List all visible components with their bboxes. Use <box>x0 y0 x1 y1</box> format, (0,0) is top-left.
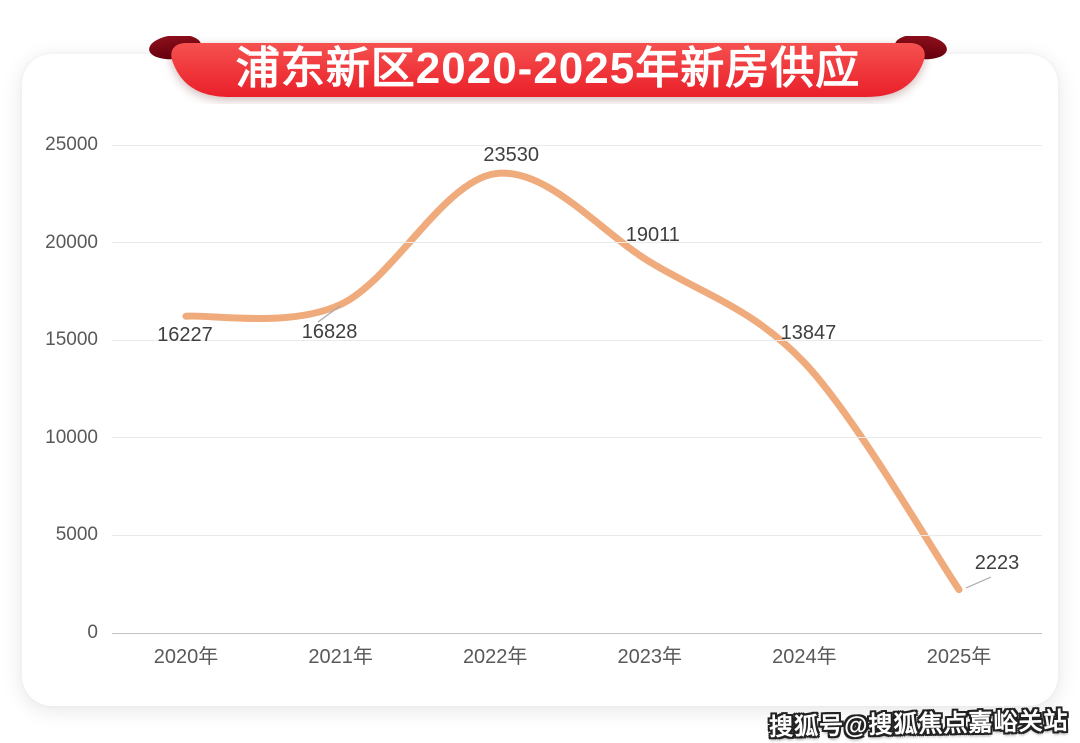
data-point-label: 16828 <box>301 320 358 343</box>
chart-title: 浦东新区2020-2025年新房供应 <box>235 44 861 93</box>
x-axis-label: 2025年 <box>926 646 992 668</box>
x-axis-label: 2024年 <box>772 646 837 668</box>
watermark-text: 搜狐号@搜狐焦点嘉峪关站 <box>768 707 1069 742</box>
data-point-label: 19011 <box>625 223 680 246</box>
y-tick-label: 10000 <box>45 426 98 448</box>
data-label-leader-line <box>965 576 992 589</box>
gridline <box>112 144 1042 146</box>
y-tick-label: 20000 <box>45 231 98 253</box>
gridline <box>112 339 1042 341</box>
gridline <box>112 437 1042 439</box>
y-tick-label: 5000 <box>55 524 98 546</box>
data-point-label: 13847 <box>780 321 837 344</box>
gridline <box>112 534 1042 536</box>
x-axis-baseline <box>112 632 1042 634</box>
y-tick-label: 0 <box>87 622 98 643</box>
data-point-label: 16227 <box>157 324 213 347</box>
y-tick-label: 15000 <box>45 329 98 351</box>
gridline <box>112 242 1042 244</box>
x-axis-label: 2023年 <box>617 646 683 668</box>
data-label-leader-line <box>317 305 341 323</box>
ribbon-band <box>171 43 925 97</box>
chart-card <box>22 54 1058 706</box>
ribbon-banner-shape <box>149 36 947 97</box>
data-point-label: 2223 <box>974 551 1020 574</box>
x-axis-label: 2022年 <box>462 646 528 668</box>
x-axis-label: 2021年 <box>308 646 373 668</box>
title-ribbon: 浦东新区2020-2025年新房供应 <box>148 36 948 104</box>
data-point-label: 23530 <box>483 143 539 166</box>
y-tick-label: 25000 <box>45 134 98 155</box>
x-axis-label: 2020年 <box>153 646 219 668</box>
supply-curve <box>182 169 963 594</box>
